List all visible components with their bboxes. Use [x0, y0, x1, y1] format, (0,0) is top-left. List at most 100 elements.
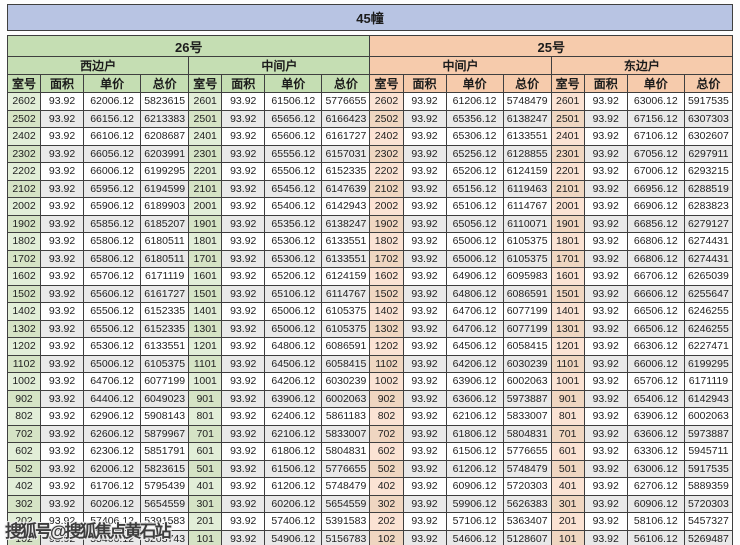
area-cell: 93.92: [583, 232, 628, 251]
area-cell: 93.92: [221, 477, 266, 496]
column-header-cell: 单价: [445, 74, 504, 93]
room-cell: 801: [188, 407, 223, 426]
area-cell: 93.92: [583, 127, 628, 146]
table-row: 1502 93.92 65606.12 6161727 1501 93.92 65106.1…: [6, 284, 734, 303]
unit-price-cell: 61206.12: [445, 92, 504, 111]
total-price-cell: 6307303: [683, 109, 734, 128]
room-cell: 101: [188, 529, 223, 545]
room-cell: 302: [6, 494, 42, 513]
total-price-cell: 5833007: [502, 407, 552, 426]
table-row: 702 93.92 62606.12 5879967 701 93.92 62106.12 5…: [6, 424, 734, 443]
room-cell: 1402: [369, 302, 404, 321]
building-title: 45幢: [7, 4, 733, 31]
unit-price-cell: 66006.12: [83, 162, 142, 181]
unit-price-cell: 65706.12: [626, 372, 685, 391]
area-cell: 93.92: [583, 459, 628, 478]
unit-price-cell: 66506.12: [626, 319, 685, 338]
room-cell: 1202: [369, 337, 404, 356]
table-row: 302 93.92 60206.12 5654559 301 93.92 60206.12 5…: [6, 494, 734, 513]
room-cell: 2101: [188, 179, 223, 198]
table-row: 1902 93.92 65856.12 6185207 1901 93.92 65356.1…: [6, 214, 734, 233]
room-cell: 1902: [369, 214, 404, 233]
total-price-cell: 5908143: [140, 407, 190, 426]
area-cell: 93.92: [583, 477, 628, 496]
unit-price-cell: 62906.12: [83, 407, 142, 426]
total-price-cell: 6199295: [140, 162, 190, 181]
room-cell: 1802: [369, 232, 404, 251]
unit-price-cell: 63006.12: [626, 459, 685, 478]
column-header-cell: 面积: [221, 74, 266, 93]
room-cell: 501: [188, 459, 223, 478]
room-cell: 2001: [188, 197, 223, 216]
total-price-cell: 5804831: [502, 424, 552, 443]
area-cell: 93.92: [40, 179, 85, 198]
total-price-cell: 5823615: [140, 92, 190, 111]
unit-price-cell: 61506.12: [264, 459, 323, 478]
total-price-cell: 6297911: [683, 144, 734, 163]
room-cell: 1601: [188, 267, 223, 286]
area-cell: 93.92: [40, 494, 85, 513]
total-price-cell: 6077199: [140, 372, 190, 391]
unit-price-cell: 66106.12: [83, 127, 142, 146]
table-row: 1102 93.92 65006.12 6105375 1101 93.92 64506.1…: [6, 354, 734, 373]
area-cell: 93.92: [221, 494, 266, 513]
table-row: 1002 93.92 64706.12 6077199 1001 93.92 64206.1…: [6, 372, 734, 391]
room-cell: 1301: [188, 319, 223, 338]
table-row: 1302 93.92 65506.12 6152335 1301 93.92 65006.1…: [6, 319, 734, 338]
area-cell: 93.92: [40, 127, 85, 146]
total-price-cell: 6133551: [502, 127, 552, 146]
total-price-cell: 6161727: [321, 127, 371, 146]
area-cell: 93.92: [221, 127, 266, 146]
column-header-cell: 面积: [583, 74, 628, 93]
room-cell: 2002: [369, 197, 404, 216]
table-row: 202 93.92 57406.12 5391583 201 93.92 57406.12 5…: [6, 512, 734, 531]
room-cell: 2501: [550, 109, 585, 128]
area-cell: 93.92: [221, 529, 266, 545]
total-price-cell: 5776655: [502, 442, 552, 461]
room-cell: 601: [188, 442, 223, 461]
area-cell: 93.92: [583, 529, 628, 545]
total-price-cell: 5654559: [321, 494, 371, 513]
unit-price-cell: 64706.12: [445, 302, 504, 321]
table-row: 2602 93.92 62006.12 5823615 2601 93.92 61506.1…: [6, 92, 734, 111]
area-cell: 93.92: [402, 494, 447, 513]
unit-price-cell: 65056.12: [445, 214, 504, 233]
total-price-cell: 5795439: [140, 477, 190, 496]
total-price-cell: 6246255: [683, 302, 734, 321]
table-row: 2002 93.92 65906.12 6189903 2001 93.92 65406.1…: [6, 197, 734, 216]
column-header-cell: 室号: [369, 74, 404, 93]
unit-type-header-cell: 东边户: [550, 56, 734, 75]
area-cell: 93.92: [40, 459, 85, 478]
total-price-cell: 6203991: [140, 144, 190, 163]
total-price-cell: 6133551: [140, 337, 190, 356]
area-cell: 93.92: [583, 92, 628, 111]
total-price-cell: 6302607: [683, 127, 734, 146]
room-cell: 2102: [369, 179, 404, 198]
unit-price-cell: 65706.12: [83, 267, 142, 286]
total-price-cell: 5917535: [683, 92, 734, 111]
area-cell: 93.92: [583, 284, 628, 303]
room-cell: 101: [550, 529, 585, 545]
unit-price-cell: 63906.12: [445, 372, 504, 391]
unit-price-cell: 66856.12: [626, 214, 685, 233]
room-cell: 2502: [369, 109, 404, 128]
room-cell: 2201: [188, 162, 223, 181]
area-cell: 93.92: [221, 302, 266, 321]
unit-price-cell: 65356.12: [264, 214, 323, 233]
unit-price-cell: 62606.12: [83, 424, 142, 443]
room-cell: 502: [369, 459, 404, 478]
unit-price-cell: 67156.12: [626, 109, 685, 128]
table-row: 1802 93.92 65806.12 6180511 1801 93.92 65306.1…: [6, 232, 734, 251]
total-price-cell: 5457327: [683, 512, 734, 531]
room-cell: 2601: [550, 92, 585, 111]
area-cell: 93.92: [583, 249, 628, 268]
room-cell: 2602: [6, 92, 42, 111]
area-cell: 93.92: [402, 197, 447, 216]
room-cell: 201: [550, 512, 585, 531]
unit-price-cell: 66306.12: [626, 337, 685, 356]
unit-price-cell: 63006.12: [626, 92, 685, 111]
unit-price-cell: 61506.12: [264, 92, 323, 111]
unit-price-cell: 66956.12: [626, 179, 685, 198]
total-price-cell: 6030239: [321, 372, 371, 391]
unit-price-cell: 62006.12: [83, 92, 142, 111]
